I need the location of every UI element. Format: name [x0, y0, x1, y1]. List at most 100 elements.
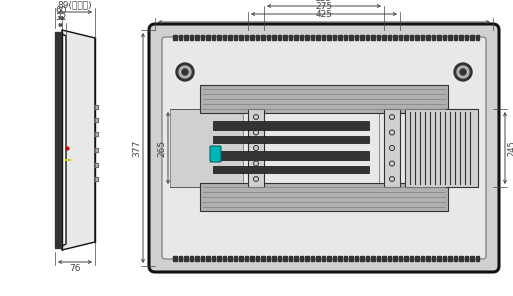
Text: 245: 245 — [507, 140, 513, 156]
Bar — [404, 35, 407, 40]
Text: 275: 275 — [315, 2, 332, 11]
Bar — [393, 256, 397, 261]
Bar — [213, 151, 369, 160]
Bar — [95, 118, 98, 122]
Bar — [213, 121, 369, 130]
Bar — [211, 256, 215, 261]
Bar — [349, 35, 352, 40]
Bar — [213, 166, 369, 173]
Bar — [95, 148, 98, 152]
Bar — [459, 256, 463, 261]
Bar — [95, 118, 98, 122]
Bar — [470, 35, 473, 40]
Bar — [399, 35, 402, 40]
Bar — [360, 35, 364, 40]
Bar — [476, 256, 479, 261]
Bar — [338, 256, 342, 261]
Bar — [250, 35, 253, 40]
Bar — [365, 35, 369, 40]
Bar — [206, 35, 209, 40]
Bar — [189, 256, 193, 261]
Bar — [261, 256, 265, 261]
Bar — [294, 35, 298, 40]
Bar — [365, 256, 369, 261]
Bar — [453, 35, 457, 40]
Bar — [213, 136, 369, 143]
Bar — [327, 256, 330, 261]
Bar — [300, 35, 303, 40]
Bar — [283, 256, 286, 261]
Bar — [288, 256, 292, 261]
Bar — [344, 256, 347, 261]
Bar — [437, 35, 441, 40]
Bar — [338, 35, 342, 40]
Bar — [248, 109, 264, 187]
Bar — [382, 35, 385, 40]
Bar — [272, 256, 275, 261]
Bar — [223, 256, 226, 261]
Bar — [409, 35, 413, 40]
Bar — [201, 256, 204, 261]
Bar — [371, 256, 374, 261]
Bar — [316, 256, 320, 261]
Bar — [200, 85, 448, 113]
Text: 32: 32 — [55, 13, 66, 22]
Bar — [179, 256, 182, 261]
Bar — [310, 35, 314, 40]
Bar — [250, 256, 253, 261]
Bar — [415, 256, 419, 261]
Circle shape — [179, 66, 191, 78]
Bar — [443, 256, 446, 261]
Bar — [184, 35, 187, 40]
Bar — [206, 256, 209, 261]
Bar — [173, 256, 176, 261]
Bar — [377, 35, 380, 40]
Bar — [266, 35, 270, 40]
Bar — [239, 35, 243, 40]
Bar — [322, 256, 325, 261]
Bar — [300, 256, 303, 261]
Bar — [431, 35, 435, 40]
Bar — [239, 256, 243, 261]
Text: 60: 60 — [56, 6, 67, 15]
Bar — [327, 35, 330, 40]
Bar — [233, 256, 237, 261]
Bar — [228, 35, 231, 40]
Bar — [170, 109, 243, 187]
Bar — [349, 256, 352, 261]
Bar — [95, 148, 98, 152]
Bar — [437, 256, 441, 261]
Bar — [387, 256, 391, 261]
Bar — [217, 256, 221, 261]
Bar — [261, 35, 265, 40]
Bar — [189, 35, 193, 40]
Bar — [431, 256, 435, 261]
Bar — [179, 35, 182, 40]
Circle shape — [182, 69, 188, 75]
Bar — [95, 105, 98, 109]
Bar — [354, 256, 358, 261]
Bar — [421, 256, 424, 261]
Text: 76: 76 — [69, 264, 81, 273]
Bar — [453, 256, 457, 261]
Bar — [223, 35, 226, 40]
Text: 89(含挂架): 89(含挂架) — [57, 0, 92, 9]
Bar — [184, 256, 187, 261]
FancyBboxPatch shape — [210, 146, 221, 162]
Bar — [228, 256, 231, 261]
Bar — [384, 109, 400, 187]
Bar — [382, 256, 385, 261]
FancyBboxPatch shape — [162, 37, 486, 259]
Bar — [255, 256, 259, 261]
Bar — [55, 32, 62, 248]
Bar — [283, 35, 286, 40]
Bar — [233, 35, 237, 40]
Bar — [211, 35, 215, 40]
Bar — [95, 132, 98, 136]
Bar — [95, 163, 98, 167]
Text: 425: 425 — [315, 10, 332, 19]
Bar — [354, 35, 358, 40]
Polygon shape — [62, 30, 95, 250]
Bar — [332, 35, 336, 40]
Text: 265: 265 — [157, 139, 166, 157]
